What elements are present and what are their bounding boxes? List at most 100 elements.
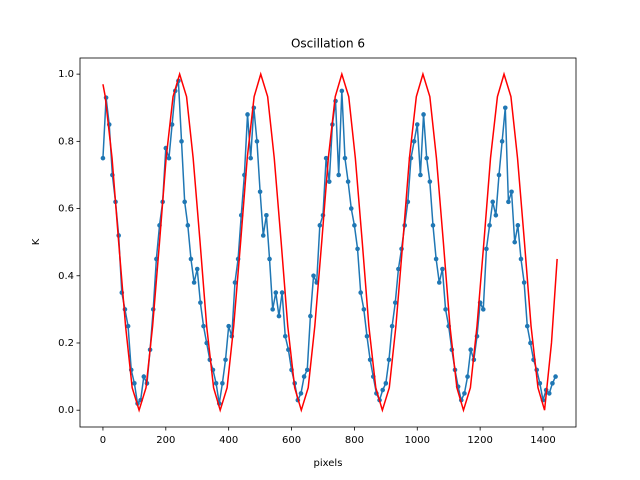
data-point	[317, 223, 323, 228]
data-point	[389, 323, 395, 329]
y-tick-label: 0.2	[58, 338, 74, 349]
data-point	[191, 280, 197, 285]
data-point	[364, 333, 370, 339]
data-point	[298, 391, 304, 396]
data-point	[352, 223, 357, 228]
data-point	[440, 266, 445, 272]
data-point	[245, 112, 250, 117]
data-point	[323, 155, 329, 161]
data-point	[342, 155, 348, 161]
data-point	[502, 105, 508, 111]
data-point	[264, 212, 269, 218]
data-point	[279, 290, 285, 295]
data-point	[223, 357, 228, 363]
data-point	[367, 357, 373, 363]
data-point	[270, 307, 275, 312]
data-point	[436, 280, 442, 285]
data-point	[524, 323, 530, 329]
data-point	[267, 256, 272, 262]
data-point	[311, 273, 316, 279]
plot-frame	[79, 57, 577, 428]
y-tick-label: 0.4	[58, 271, 74, 282]
data-point	[380, 387, 385, 393]
data-point	[512, 239, 518, 245]
data-point	[421, 112, 426, 117]
data-point	[443, 307, 448, 312]
data-point	[169, 122, 175, 127]
data-point	[336, 172, 341, 178]
x-tick-label: 1000	[405, 435, 430, 446]
data-point	[185, 223, 191, 228]
series-line	[102, 80, 557, 406]
x-tick-label: 800	[345, 435, 364, 446]
data-point	[546, 391, 552, 396]
x-axis-label: pixels	[314, 458, 343, 469]
data-point	[424, 155, 429, 161]
data-point	[100, 155, 106, 161]
data-point	[521, 280, 527, 285]
x-tick-label: 1400	[530, 435, 555, 446]
x-tick-label: 1200	[467, 435, 492, 446]
data-point	[348, 206, 354, 211]
x-tick-label: 400	[219, 435, 238, 446]
data-point	[198, 300, 203, 305]
data-point	[490, 199, 496, 205]
data-point	[509, 189, 514, 195]
y-axis-label: K	[31, 238, 42, 245]
data-point	[518, 256, 524, 262]
data-point	[188, 256, 194, 262]
data-point	[392, 300, 398, 305]
data-point	[132, 381, 137, 386]
chart-title: Oscillation 6	[291, 37, 365, 51]
data-point	[345, 179, 351, 184]
y-tick-label: 1.0	[58, 69, 74, 80]
data-point	[484, 246, 489, 252]
data-point	[418, 172, 423, 178]
data-point	[414, 122, 420, 127]
data-point	[496, 172, 502, 178]
data-point	[194, 266, 200, 272]
data-point	[427, 179, 433, 184]
data-point	[226, 323, 231, 329]
data-point	[355, 246, 360, 252]
data-point	[499, 139, 505, 144]
data-point	[358, 290, 363, 295]
data-point	[166, 155, 172, 161]
x-tick-label: 0	[100, 435, 106, 446]
data-point	[515, 223, 521, 228]
data-point	[141, 374, 147, 379]
data-point	[361, 307, 367, 312]
data-point	[553, 374, 558, 379]
data-point	[273, 290, 279, 295]
data-point	[468, 347, 474, 353]
data-point	[304, 367, 310, 373]
y-tick-label: 0.8	[58, 136, 74, 147]
data-point	[386, 357, 392, 363]
data-point	[339, 88, 345, 94]
y-tick-label: 0.0	[58, 405, 74, 416]
data-point	[493, 212, 499, 218]
data-point	[257, 189, 263, 195]
data-point	[480, 307, 486, 312]
data-point	[430, 223, 436, 228]
data-point	[487, 223, 492, 228]
data-point	[301, 374, 307, 379]
data-point	[326, 179, 332, 184]
data-point	[125, 323, 131, 329]
data-point	[254, 139, 260, 144]
x-tick-label: 600	[282, 435, 301, 446]
data-point	[383, 381, 389, 386]
data-point	[213, 381, 219, 386]
x-tick-label: 200	[156, 435, 175, 446]
data-point	[276, 313, 282, 319]
data-point	[232, 280, 238, 285]
data-point	[201, 323, 206, 329]
data-point	[260, 233, 266, 238]
series-line	[102, 71, 558, 413]
data-point	[537, 381, 543, 386]
data-point	[462, 391, 467, 396]
data-point	[182, 199, 187, 205]
y-tick-label: 0.6	[58, 204, 74, 215]
data-point	[411, 139, 417, 144]
